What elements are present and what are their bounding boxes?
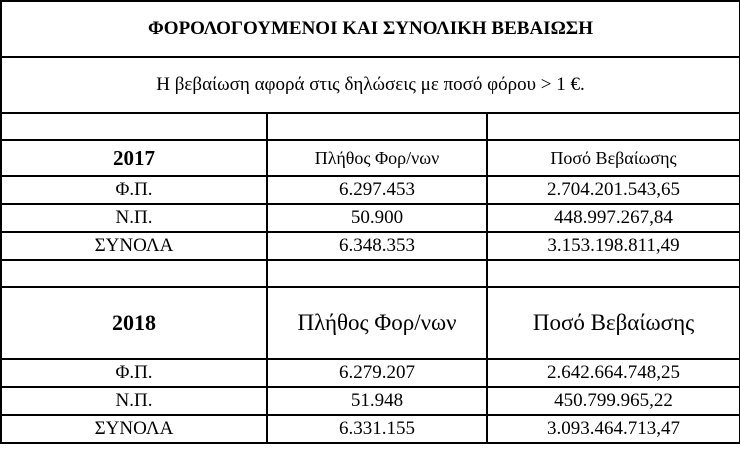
row-amount: 2.642.664.748,25 xyxy=(485,358,740,388)
blank-cell xyxy=(485,112,740,141)
blank-row xyxy=(0,259,740,288)
row-count: 50.900 xyxy=(266,203,488,233)
row-label: Φ.Π. xyxy=(0,175,268,205)
year-header: 2017 xyxy=(0,139,268,177)
row-label: ΣΥΝΟΛΑ xyxy=(0,414,268,444)
subtitle-row: Η βεβαίωση αφορά στις δηλώσεις με ποσό φ… xyxy=(0,56,740,114)
row-count: 6.297.453 xyxy=(266,175,488,205)
table-row: Ν.Π. 51.948 450.799.965,22 xyxy=(0,386,740,416)
count-header: Πλήθος Φορ/νων xyxy=(266,139,488,177)
row-amount: 3.153.198.811,49 xyxy=(485,231,740,261)
blank-cell xyxy=(0,112,268,141)
row-count: 51.948 xyxy=(266,386,488,416)
row-label: ΣΥΝΟΛΑ xyxy=(0,231,268,261)
blank-cell xyxy=(266,112,488,141)
table-subtitle: Η βεβαίωση αφορά στις δηλώσεις με ποσό φ… xyxy=(0,56,740,114)
header-row-2018: 2018 Πλήθος Φορ/νων Ποσό Βεβαίωσης xyxy=(0,286,740,360)
title-row: ΦΟΡΟΛΟΓΟΥΜΕΝΟΙ ΚΑΙ ΣΥΝΟΛΙΚΗ ΒΕΒΑΙΩΣΗ xyxy=(0,0,740,58)
row-count: 6.331.155 xyxy=(266,414,488,444)
table-row: Φ.Π. 6.279.207 2.642.664.748,25 xyxy=(0,358,740,388)
amount-header: Ποσό Βεβαίωσης xyxy=(485,139,740,177)
row-amount: 448.997.267,84 xyxy=(485,203,740,233)
row-count: 6.279.207 xyxy=(266,358,488,388)
row-label: Ν.Π. xyxy=(0,203,268,233)
blank-cell xyxy=(485,259,740,288)
table-row: Ν.Π. 50.900 448.997.267,84 xyxy=(0,203,740,233)
row-count: 6.348.353 xyxy=(266,231,488,261)
row-label: Φ.Π. xyxy=(0,358,268,388)
year-header: 2018 xyxy=(0,286,268,360)
table-row: Φ.Π. 6.297.453 2.704.201.543,65 xyxy=(0,175,740,205)
blank-cell xyxy=(266,259,488,288)
header-row-2017: 2017 Πλήθος Φορ/νων Ποσό Βεβαίωσης xyxy=(0,139,740,177)
row-amount: 450.799.965,22 xyxy=(485,386,740,416)
blank-row xyxy=(0,112,740,141)
count-header: Πλήθος Φορ/νων xyxy=(266,286,488,360)
blank-cell xyxy=(0,259,268,288)
table-title: ΦΟΡΟΛΟΓΟΥΜΕΝΟΙ ΚΑΙ ΣΥΝΟΛΙΚΗ ΒΕΒΑΙΩΣΗ xyxy=(0,0,740,58)
amount-header: Ποσό Βεβαίωσης xyxy=(485,286,740,360)
row-amount: 3.093.464.713,47 xyxy=(485,414,740,444)
row-amount: 2.704.201.543,65 xyxy=(485,175,740,205)
row-label: Ν.Π. xyxy=(0,386,268,416)
table-row: ΣΥΝΟΛΑ 6.348.353 3.153.198.811,49 xyxy=(0,231,740,261)
table-row: ΣΥΝΟΛΑ 6.331.155 3.093.464.713,47 xyxy=(0,414,740,444)
